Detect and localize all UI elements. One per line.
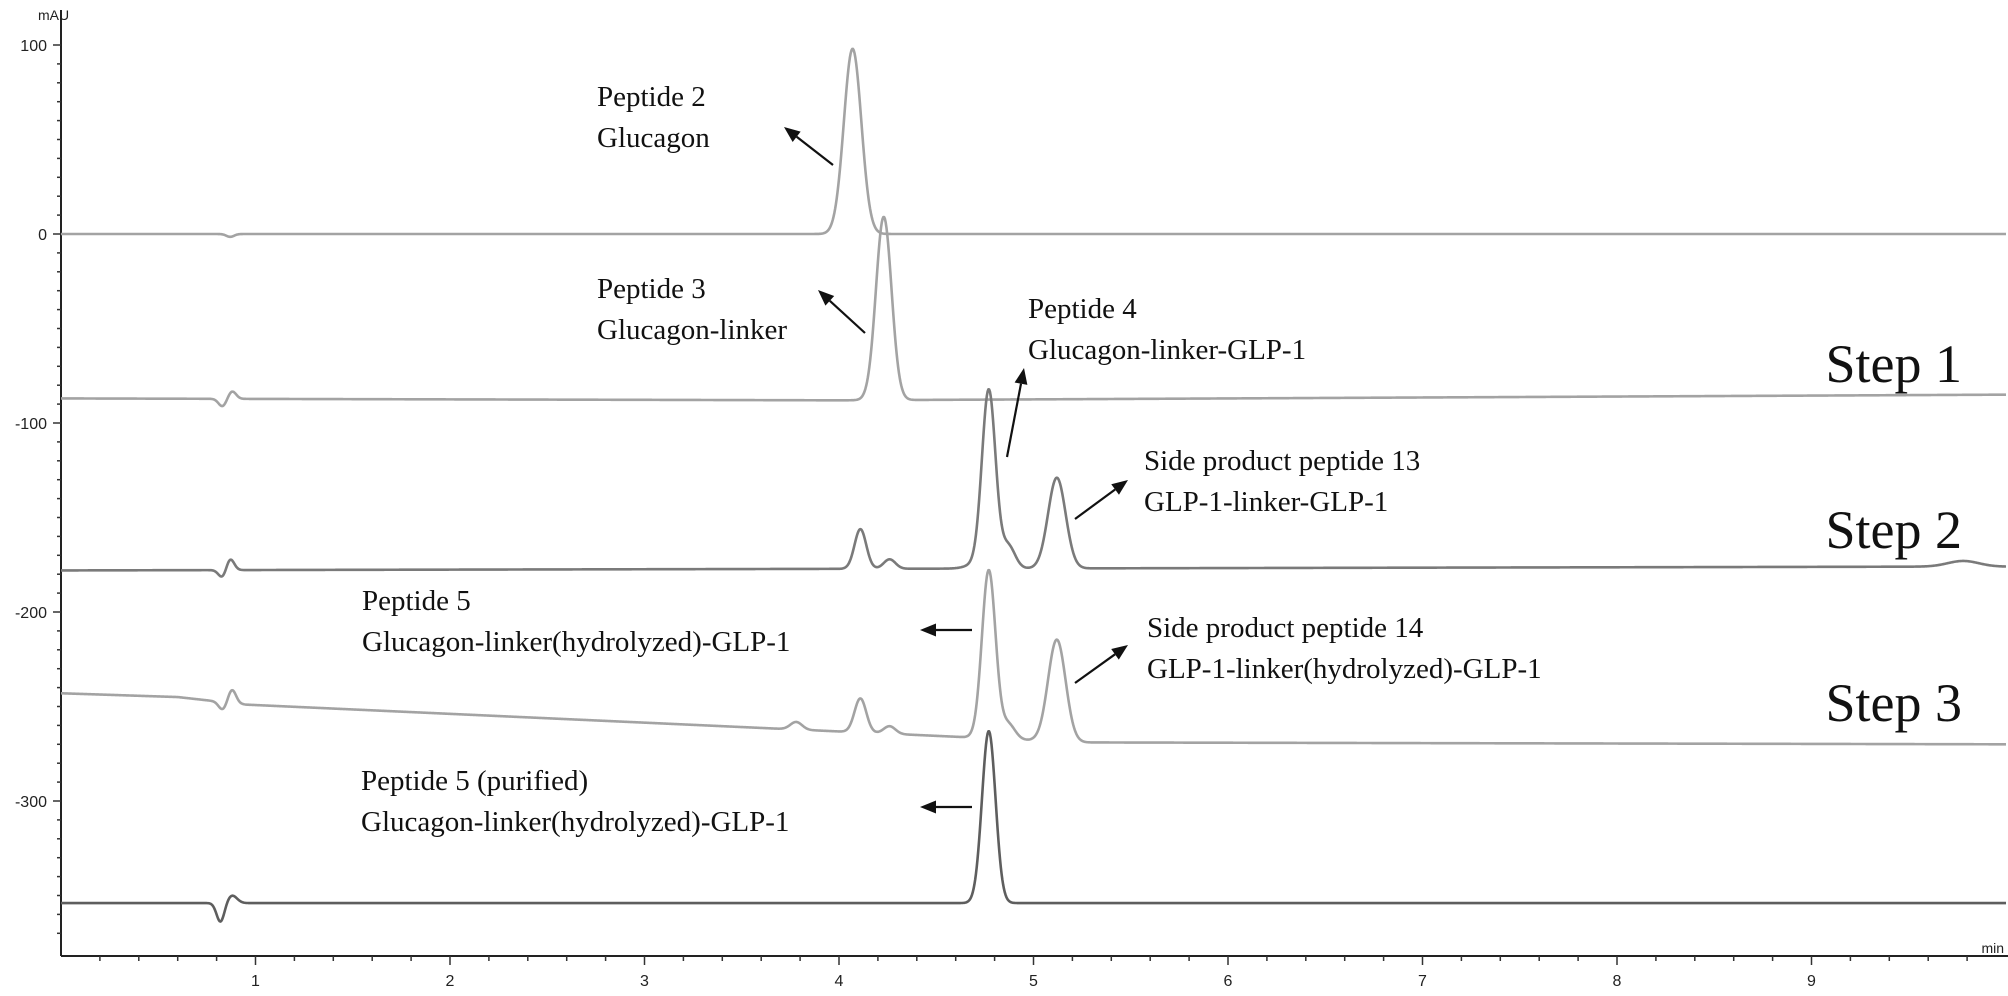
step-label-1: Step 1 (1825, 334, 1962, 394)
x-tick-label: 4 (835, 973, 844, 990)
step-label-2: Step 2 (1825, 500, 1962, 560)
chromatogram-trace-1 (60, 47, 2007, 239)
x-tick-label: 9 (1807, 973, 1816, 990)
y-axis-label: mAU (38, 7, 69, 23)
y-tick-label: -200 (15, 605, 47, 622)
x-tick-label: 2 (446, 973, 455, 990)
y-tick-label: 100 (20, 38, 47, 55)
chromatogram-trace-5 (60, 730, 2007, 923)
y-tick-label: -100 (15, 416, 47, 433)
annotation-side-product-14-line-1: Side product peptide 14 (1147, 612, 1424, 644)
annotation-side-product-14-line-2: GLP-1-linker(hydrolyzed)-GLP-1 (1147, 653, 1542, 685)
annotation-side-product-13-line-1: Side product peptide 13 (1144, 445, 1420, 477)
annotation-peptide-5-line-2: Glucagon-linker(hydrolyzed)-GLP-1 (362, 626, 790, 658)
x-axis-label: min (1981, 940, 2004, 956)
arrow-side-product-13 (1074, 480, 1128, 520)
annotation-peptide-4-line-1: Peptide 4 (1028, 293, 1137, 325)
annotation-peptide-2-line-1: Peptide 2 (597, 81, 706, 113)
annotation-peptide-5-purified-line-2: Glucagon-linker(hydrolyzed)-GLP-1 (361, 806, 789, 838)
x-tick-label: 1 (251, 973, 260, 990)
x-tick-label: 3 (640, 973, 649, 990)
x-tick-label: 8 (1613, 973, 1622, 990)
arrow-peptide-3 (818, 290, 866, 334)
annotation-peptide-5-purified-line-1: Peptide 5 (purified) (361, 765, 588, 797)
annotation-peptide-5-line-1: Peptide 5 (362, 585, 471, 617)
arrow-peptide-5 (920, 623, 972, 637)
arrow-peptide-2 (784, 127, 834, 166)
annotation-side-product-13-line-2: GLP-1-linker-GLP-1 (1144, 486, 1388, 518)
chromatogram-trace-4 (60, 568, 2007, 746)
x-tick-label: 6 (1224, 973, 1233, 990)
y-tick-label: -300 (15, 794, 47, 811)
y-tick-label: 0 (38, 227, 47, 244)
chromatogram-trace-2 (60, 215, 2007, 408)
annotation-peptide-4-line-2: Glucagon-linker-GLP-1 (1028, 334, 1306, 366)
annotation-peptide-3-line-1: Peptide 3 (597, 273, 706, 305)
chromatogram-trace-3 (60, 388, 2007, 578)
annotation-peptide-2-line-2: Glucagon (597, 122, 710, 154)
x-tick-label: 5 (1029, 973, 1038, 990)
step-label-3: Step 3 (1825, 673, 1962, 733)
annotation-peptide-3-line-2: Glucagon-linker (597, 314, 787, 346)
arrow-side-product-14 (1074, 645, 1128, 684)
arrow-peptide-4 (1005, 368, 1028, 458)
arrow-peptide-5-purified (920, 800, 972, 814)
x-tick-label: 7 (1418, 973, 1427, 990)
